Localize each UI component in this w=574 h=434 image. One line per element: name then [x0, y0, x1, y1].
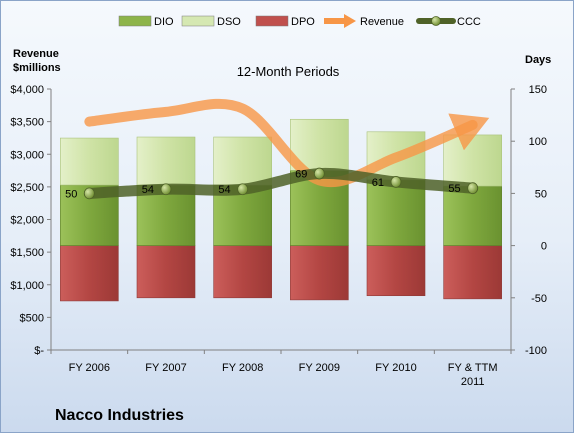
y-right-tick-label: -100	[525, 345, 547, 357]
y-left-title-line2: $millions	[13, 62, 61, 74]
ccc-point	[237, 183, 249, 196]
y-right-tick-label: 50	[535, 188, 547, 200]
bar-dpo	[366, 245, 426, 297]
y-right-tick-label: 0	[541, 241, 547, 253]
legend-label-revenue: Revenue	[360, 16, 404, 28]
y-left-tick-label: $1,000	[10, 280, 44, 292]
x-tick-label: 2011	[461, 376, 485, 388]
legend-swatch-dio	[118, 15, 152, 27]
bar-dpo	[136, 245, 196, 299]
bar-dpo	[290, 245, 349, 301]
company-name: Nacco Industries	[55, 407, 184, 424]
ccc-point	[313, 167, 325, 180]
ccc-data-label: 54	[218, 184, 230, 196]
legend-label-dso: DSO	[217, 16, 241, 28]
bar-dso	[60, 137, 119, 186]
y-left-tick-label: $500	[20, 312, 44, 324]
y-right-title: Days	[525, 54, 551, 66]
revenue-arrow	[84, 98, 490, 187]
x-tick-label: FY 2008	[222, 362, 263, 374]
y-left-title-line1: Revenue	[13, 48, 59, 60]
ccc-data-label: 50	[65, 188, 77, 200]
y-left-tick-label: $3,500	[10, 117, 44, 129]
legend-label-ccc: CCC	[457, 16, 481, 28]
ccc-data-label: 69	[295, 169, 307, 181]
y-left-tick-label: $3,000	[10, 149, 44, 161]
x-axis-labels: FY 2006 FY 2007 FY 2008 FY 2009 FY 2010 FY & …	[69, 362, 498, 388]
legend-swatch-dso	[181, 15, 215, 27]
legend-label-dio: DIO	[154, 16, 174, 28]
ccc-data-label: 54	[142, 184, 154, 196]
legend: DIO DSO DPO Revenue CCC	[118, 14, 481, 28]
legend-swatch-dpo	[255, 15, 289, 27]
legend-label-dpo: DPO	[291, 16, 315, 28]
ccc-point	[390, 176, 402, 188]
x-tick-label: FY 2007	[145, 362, 186, 374]
ccc-point	[467, 182, 479, 195]
bar-dso	[213, 136, 272, 186]
y-left-tick-label: $1,500	[10, 247, 44, 259]
x-tick-label: FY & TTM	[448, 362, 498, 374]
ccc-point	[160, 183, 172, 196]
y-right-tick-label: 100	[529, 136, 547, 148]
y-left-tick-label: $2,500	[10, 182, 44, 194]
bar-dpo	[443, 245, 502, 300]
x-tick-label: FY 2010	[375, 362, 416, 374]
axes: $- $500 $1,000 $1,500 $2,000 $2,500 $3,000 $3,5…	[10, 84, 547, 357]
ccc-point	[83, 187, 95, 200]
bar-dpo	[213, 245, 272, 299]
chart-title: 12-Month Periods	[237, 64, 340, 79]
ccc-line	[83, 167, 479, 199]
ccc-data-label: 55	[448, 183, 460, 195]
y-right-tick-label: 150	[529, 84, 547, 96]
y-left-tick-label: $-	[34, 345, 44, 357]
x-tick-label: FY 2006	[69, 362, 110, 374]
bar-dso	[443, 134, 502, 187]
y-left-tick-label: $2,000	[10, 215, 44, 227]
ccc-data-label: 61	[372, 177, 384, 189]
legend-arrowhead-revenue	[344, 14, 356, 28]
y-right-tick-label: -50	[531, 293, 547, 305]
bar-dio	[443, 185, 502, 246]
ccc-series: 50 54 54 69 61 55	[65, 167, 479, 200]
y-left-tick-label: $4,000	[10, 84, 44, 96]
x-tick-label: FY 2009	[299, 362, 340, 374]
revenue-series	[84, 98, 490, 187]
bar-dpo	[60, 245, 119, 302]
legend-marker-ccc	[431, 16, 441, 26]
bar-dio	[366, 179, 426, 246]
bar-dso	[136, 136, 196, 186]
